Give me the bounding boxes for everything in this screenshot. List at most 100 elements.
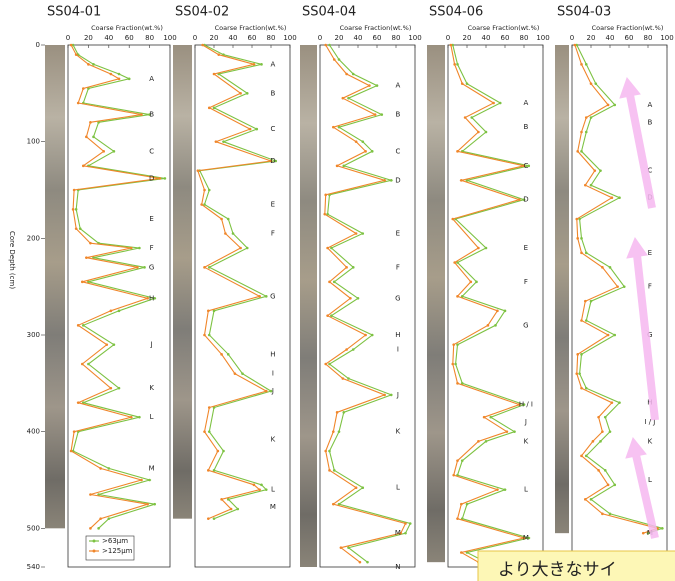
panel: SS04-06Coarse Fraction(wt.%)020406080100… (427, 5, 550, 568)
layer-label: F (648, 283, 652, 291)
data-point (485, 131, 488, 134)
layer-label: A (271, 60, 276, 68)
data-point (578, 372, 581, 375)
data-point (227, 353, 230, 356)
data-point (601, 430, 604, 433)
data-point (208, 107, 211, 110)
data-point (504, 488, 507, 491)
layer-label: J (150, 341, 153, 349)
data-point (324, 194, 327, 197)
layer-label: H (270, 350, 275, 358)
data-point (456, 295, 459, 298)
data-point (73, 430, 76, 433)
data-point (75, 227, 78, 230)
x-tick-label: 80 (267, 34, 276, 42)
data-point (361, 140, 364, 143)
y-tick-label: 300 (27, 331, 40, 339)
data-point (575, 372, 578, 375)
data-point (208, 189, 211, 192)
data-point (347, 546, 350, 549)
data-point (338, 58, 341, 61)
data-point (661, 527, 664, 530)
data-point (461, 459, 464, 462)
data-point (580, 150, 583, 153)
data-point (207, 469, 210, 472)
layer-label: A (648, 101, 653, 109)
data-point (609, 513, 612, 516)
layer-label: E (396, 230, 400, 238)
data-point (513, 430, 516, 433)
data-point (143, 266, 146, 269)
data-point (451, 218, 454, 221)
data-point (383, 394, 386, 397)
data-point (611, 401, 614, 404)
data-point (616, 285, 619, 288)
data-point (580, 387, 583, 390)
data-point (460, 503, 463, 506)
series-line (325, 45, 406, 562)
data-point (246, 92, 249, 95)
data-point (597, 469, 600, 472)
data-point (452, 474, 455, 477)
data-point (220, 218, 223, 221)
layer-label: F (396, 263, 400, 271)
data-point (140, 113, 143, 116)
data-point (466, 82, 469, 85)
data-point (340, 546, 343, 549)
data-point (466, 503, 469, 506)
data-point (374, 113, 377, 116)
data-point (164, 177, 167, 180)
data-point (220, 498, 223, 501)
data-point (607, 334, 610, 337)
layer-label: K (648, 437, 653, 445)
y-tick-label: 400 (27, 428, 40, 436)
data-point (130, 416, 133, 419)
x-tick-label: 0 (193, 34, 197, 42)
core-photo (45, 45, 65, 528)
data-point (599, 440, 602, 443)
data-point (349, 297, 352, 300)
data-point (496, 310, 499, 313)
panel: SS04-03Coarse Fraction(wt.%)020406080100… (555, 5, 674, 568)
data-point (222, 450, 225, 453)
core-photo (173, 45, 192, 519)
data-point (253, 63, 256, 66)
data-point (260, 484, 263, 487)
data-point (352, 348, 355, 351)
data-point (215, 140, 218, 143)
data-point (494, 324, 497, 327)
data-point (336, 165, 339, 168)
data-point (326, 247, 329, 250)
layer-label: C (270, 125, 275, 133)
panel-title: SS04-03 (557, 5, 611, 20)
data-point (359, 561, 362, 564)
legend-dot (93, 540, 96, 543)
data-point (347, 377, 350, 380)
x-tick-label: 20 (210, 34, 219, 42)
data-point (485, 440, 488, 443)
data-point (580, 237, 583, 240)
data-point (376, 84, 379, 87)
data-point (342, 165, 345, 168)
data-point (338, 430, 341, 433)
data-point (576, 353, 579, 356)
data-point (590, 82, 593, 85)
layer-label: L (271, 486, 275, 494)
data-point (451, 363, 454, 366)
layer-label: F (271, 230, 275, 238)
data-point (265, 390, 268, 393)
data-point (217, 53, 220, 56)
data-point (461, 82, 464, 85)
x-tick-label: 100 (536, 34, 549, 42)
layer-label: M (270, 503, 276, 511)
data-point (81, 363, 84, 366)
data-point (492, 102, 495, 105)
data-point (604, 469, 607, 472)
data-point (590, 300, 593, 303)
data-point (361, 232, 364, 235)
data-point (580, 455, 583, 458)
data-point (580, 319, 583, 322)
series-line (71, 45, 160, 528)
data-point (213, 517, 216, 520)
data-point (89, 493, 92, 496)
